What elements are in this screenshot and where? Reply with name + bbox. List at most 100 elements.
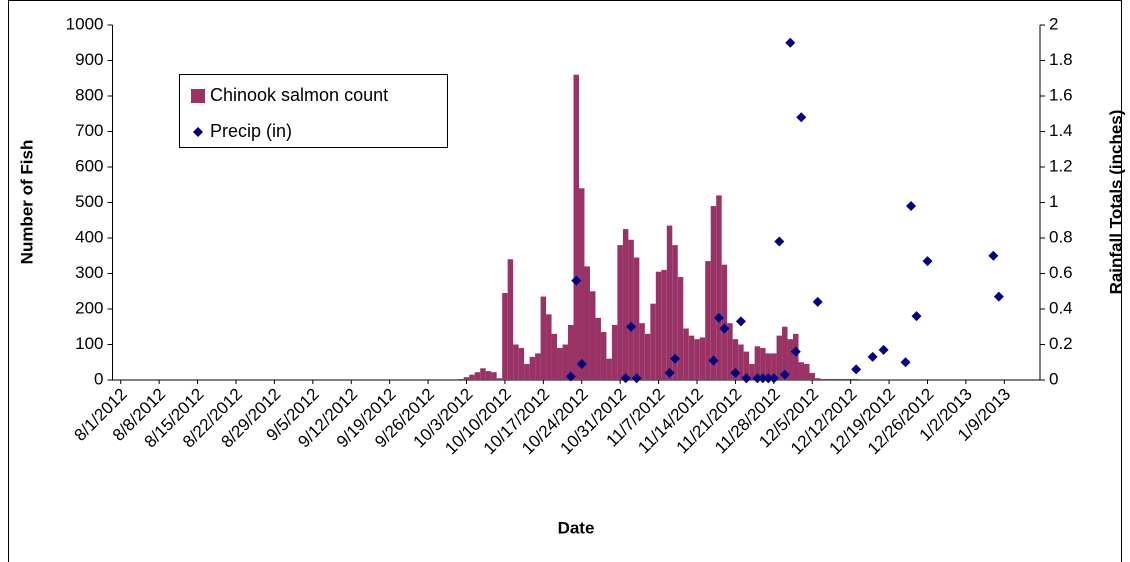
bar — [502, 293, 508, 380]
bar — [589, 291, 596, 380]
bar — [782, 326, 788, 380]
bar — [677, 277, 684, 380]
point — [741, 373, 752, 384]
point — [900, 357, 911, 368]
bar — [721, 264, 728, 380]
bar — [666, 225, 673, 380]
bar — [518, 348, 525, 380]
y2-tick-label: 0.2 — [1049, 334, 1073, 353]
point — [993, 291, 1004, 302]
y-tick-label: 700 — [75, 121, 103, 140]
bar — [787, 339, 794, 380]
point — [911, 311, 922, 322]
y2-tick-label: 0.8 — [1049, 227, 1073, 246]
y-axis-title: Number of Fish — [17, 140, 36, 265]
point — [571, 275, 582, 286]
point — [713, 312, 724, 323]
point — [768, 373, 779, 384]
bar — [831, 378, 837, 380]
point — [664, 367, 675, 378]
point — [752, 373, 763, 384]
point — [878, 344, 889, 355]
bar — [595, 317, 601, 380]
bar — [557, 348, 563, 380]
point — [719, 323, 730, 334]
bar — [738, 344, 744, 380]
bar — [672, 245, 678, 380]
bar — [754, 346, 761, 380]
y-tick-label: 500 — [75, 192, 103, 211]
y-tick-label: 600 — [75, 156, 103, 175]
bar — [793, 333, 799, 380]
bar — [617, 245, 623, 380]
bar — [809, 372, 815, 380]
bar — [546, 314, 552, 380]
point — [851, 364, 862, 375]
bar — [485, 371, 492, 380]
y2-tick-label: 0 — [1049, 369, 1058, 388]
bar — [474, 372, 481, 380]
y-tick-label: 200 — [75, 298, 103, 317]
point — [735, 316, 746, 327]
y2-tick-label: 1.4 — [1049, 121, 1073, 140]
bar — [710, 206, 717, 380]
bar — [820, 378, 826, 380]
point — [779, 369, 790, 380]
y-tick-label: 800 — [75, 85, 103, 104]
legend-swatch — [193, 127, 203, 137]
point — [790, 346, 801, 357]
bar — [771, 353, 777, 380]
bar — [639, 323, 645, 380]
bar — [568, 324, 574, 380]
y-tick-label: 900 — [75, 50, 103, 69]
bar — [655, 271, 662, 380]
y-tick-label: 1000 — [66, 14, 104, 33]
y2-tick-label: 1.2 — [1049, 156, 1073, 175]
bar — [540, 296, 547, 380]
bar — [732, 339, 739, 380]
y2-tick-label: 1.8 — [1049, 50, 1073, 69]
bar — [814, 378, 821, 380]
y2-tick-label: 0.4 — [1049, 298, 1073, 317]
y-tick-label: 300 — [75, 263, 103, 282]
bar — [705, 261, 711, 380]
chart-frame — [8, 0, 1122, 562]
bar — [853, 378, 859, 380]
point — [922, 256, 933, 267]
bar — [584, 266, 590, 380]
bar — [765, 353, 772, 380]
point — [576, 359, 587, 370]
y-tick-label: 400 — [75, 227, 103, 246]
point — [730, 367, 741, 378]
bar — [804, 364, 810, 380]
bar — [611, 324, 618, 380]
bar — [535, 353, 541, 380]
bar — [551, 333, 558, 380]
point — [785, 37, 796, 48]
legend-box — [179, 74, 448, 148]
bar — [573, 74, 579, 380]
bar — [562, 344, 569, 380]
point — [906, 201, 917, 212]
bar — [650, 303, 656, 380]
bar — [842, 378, 848, 380]
bar — [600, 332, 607, 380]
y-tick-label: 0 — [94, 369, 103, 388]
point — [708, 355, 719, 366]
bar — [825, 378, 832, 380]
bar — [661, 269, 667, 380]
point — [867, 351, 878, 362]
bar — [699, 337, 706, 380]
y2-axis-title: Rainfall Totals (inches) — [1106, 110, 1125, 295]
bar — [578, 188, 585, 380]
bar — [529, 356, 536, 380]
bar — [622, 229, 629, 380]
point — [565, 371, 576, 382]
y2-tick-label: 2 — [1049, 14, 1058, 33]
point — [796, 112, 807, 123]
bar — [606, 358, 612, 380]
x-axis-title: Date — [558, 518, 595, 537]
y2-tick-label: 0.6 — [1049, 263, 1073, 282]
bar — [480, 368, 486, 380]
